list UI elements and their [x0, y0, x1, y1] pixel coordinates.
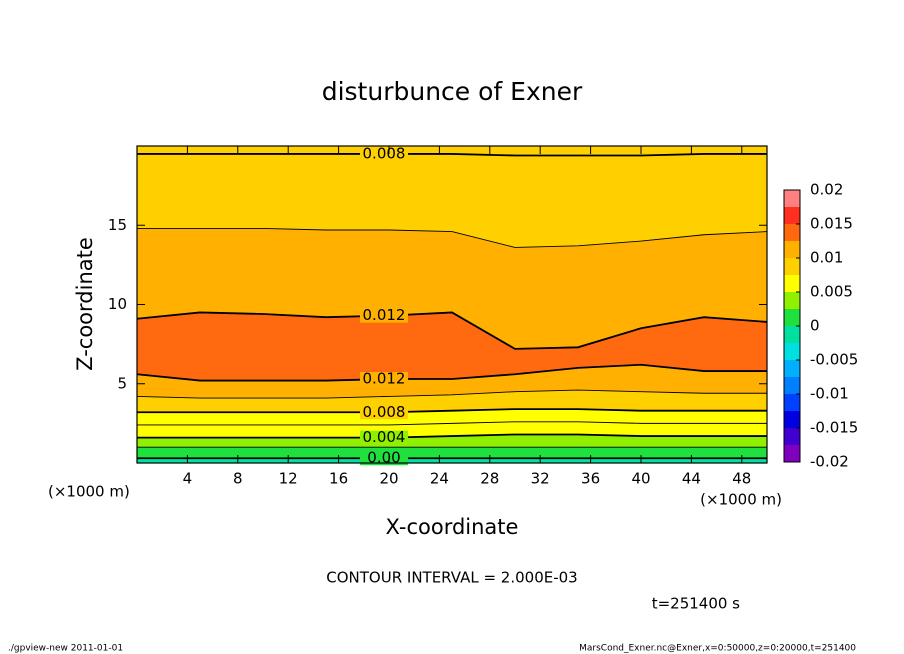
x-tick-label: 32: [531, 470, 550, 488]
x-tick-label: 16: [329, 470, 348, 488]
x-unit: (×1000 m): [700, 491, 782, 509]
y-tick-label: 5: [117, 374, 127, 392]
contour-label-bg: [360, 146, 408, 161]
contour-line: [136, 311, 768, 350]
colorbar-swatch: [784, 275, 800, 292]
contour-line: [137, 153, 767, 157]
colorbar-swatch: [784, 343, 800, 360]
x-axis-label: X-coordinate: [386, 515, 519, 539]
y-axis-label: Z-coordinate: [73, 237, 97, 371]
x-tick-label: 36: [581, 470, 600, 488]
footer-right: MarsCond_Exner.nc@Exner,x=0:50000,z=0:20…: [579, 644, 856, 654]
contour-label: 0.004: [363, 428, 406, 446]
colorbar-swatch: [784, 360, 800, 377]
colorbar-tick-label: -0.005: [810, 351, 858, 369]
contour-label: 0.008: [363, 403, 406, 421]
y-unit: (×1000 m): [48, 483, 130, 501]
contour-label: 0.012: [363, 306, 406, 324]
x-tick-label: 40: [631, 470, 650, 488]
contour-line: [137, 227, 768, 248]
x-tick-label: 28: [480, 470, 499, 488]
y-tick-label: 15: [108, 216, 127, 234]
contour-label-bg: [360, 405, 408, 420]
contour-band: [136, 446, 768, 459]
x-tick-label: 4: [183, 470, 193, 488]
colorbar-tick-label: 0.01: [810, 249, 843, 267]
colorbar-tick-label: -0.01: [810, 385, 849, 403]
colorbar-swatch: [784, 394, 800, 411]
colorbar-swatch: [784, 326, 800, 343]
chart-title: disturbunce of Exner: [322, 77, 583, 106]
colorbar-swatch: [784, 241, 800, 258]
x-tick-label: 8: [233, 470, 243, 488]
colorbar-swatch: [784, 445, 800, 462]
time-label: t=251400 s: [652, 595, 740, 613]
colorbar-swatch: [784, 411, 800, 428]
colorbar-tick-label: -0.02: [810, 453, 849, 471]
contour-interval: CONTOUR INTERVAL = 2.000E-03: [326, 569, 577, 587]
colorbar-swatch: [784, 428, 800, 445]
contour-label-bg: [360, 451, 408, 466]
contour-label-bg: [360, 430, 408, 445]
colorbar-swatch: [784, 309, 800, 326]
colorbar-swatch: [784, 258, 800, 275]
colorbar-tick-label: 0.005: [810, 283, 853, 301]
x-tick-label: 12: [279, 470, 298, 488]
x-tick-label: 48: [732, 470, 751, 488]
colorbar-tick-label: 0.015: [810, 215, 853, 233]
contour-line: [136, 363, 767, 382]
colorbar-tick-label: -0.015: [810, 419, 858, 437]
contour-label: 0.008: [363, 144, 406, 162]
contour-line: [136, 389, 767, 399]
footer-left: ./gpview-new 2011-01-01: [8, 644, 123, 654]
contour-line: [137, 433, 767, 439]
contour-line: [137, 421, 767, 426]
colorbar-swatch: [784, 224, 800, 241]
x-tick-label: 24: [430, 470, 449, 488]
x-tick-label: 20: [379, 470, 398, 488]
y-tick-label: 10: [108, 295, 127, 313]
contour-label: 0.012: [363, 369, 406, 387]
colorbar-tick-label: 0.02: [810, 181, 843, 199]
colorbar-tick-label: 0: [810, 317, 820, 335]
contour-label-bg: [360, 308, 408, 323]
colorbar-swatch: [784, 377, 800, 394]
contour-label-bg: [360, 371, 408, 386]
contour-line: [137, 408, 767, 414]
x-tick-label: 44: [682, 470, 701, 488]
colorbar-swatch: [784, 190, 800, 207]
colorbar-swatch: [784, 207, 800, 224]
contour-label: 0.00: [367, 449, 400, 467]
colorbar-swatch: [784, 292, 800, 309]
